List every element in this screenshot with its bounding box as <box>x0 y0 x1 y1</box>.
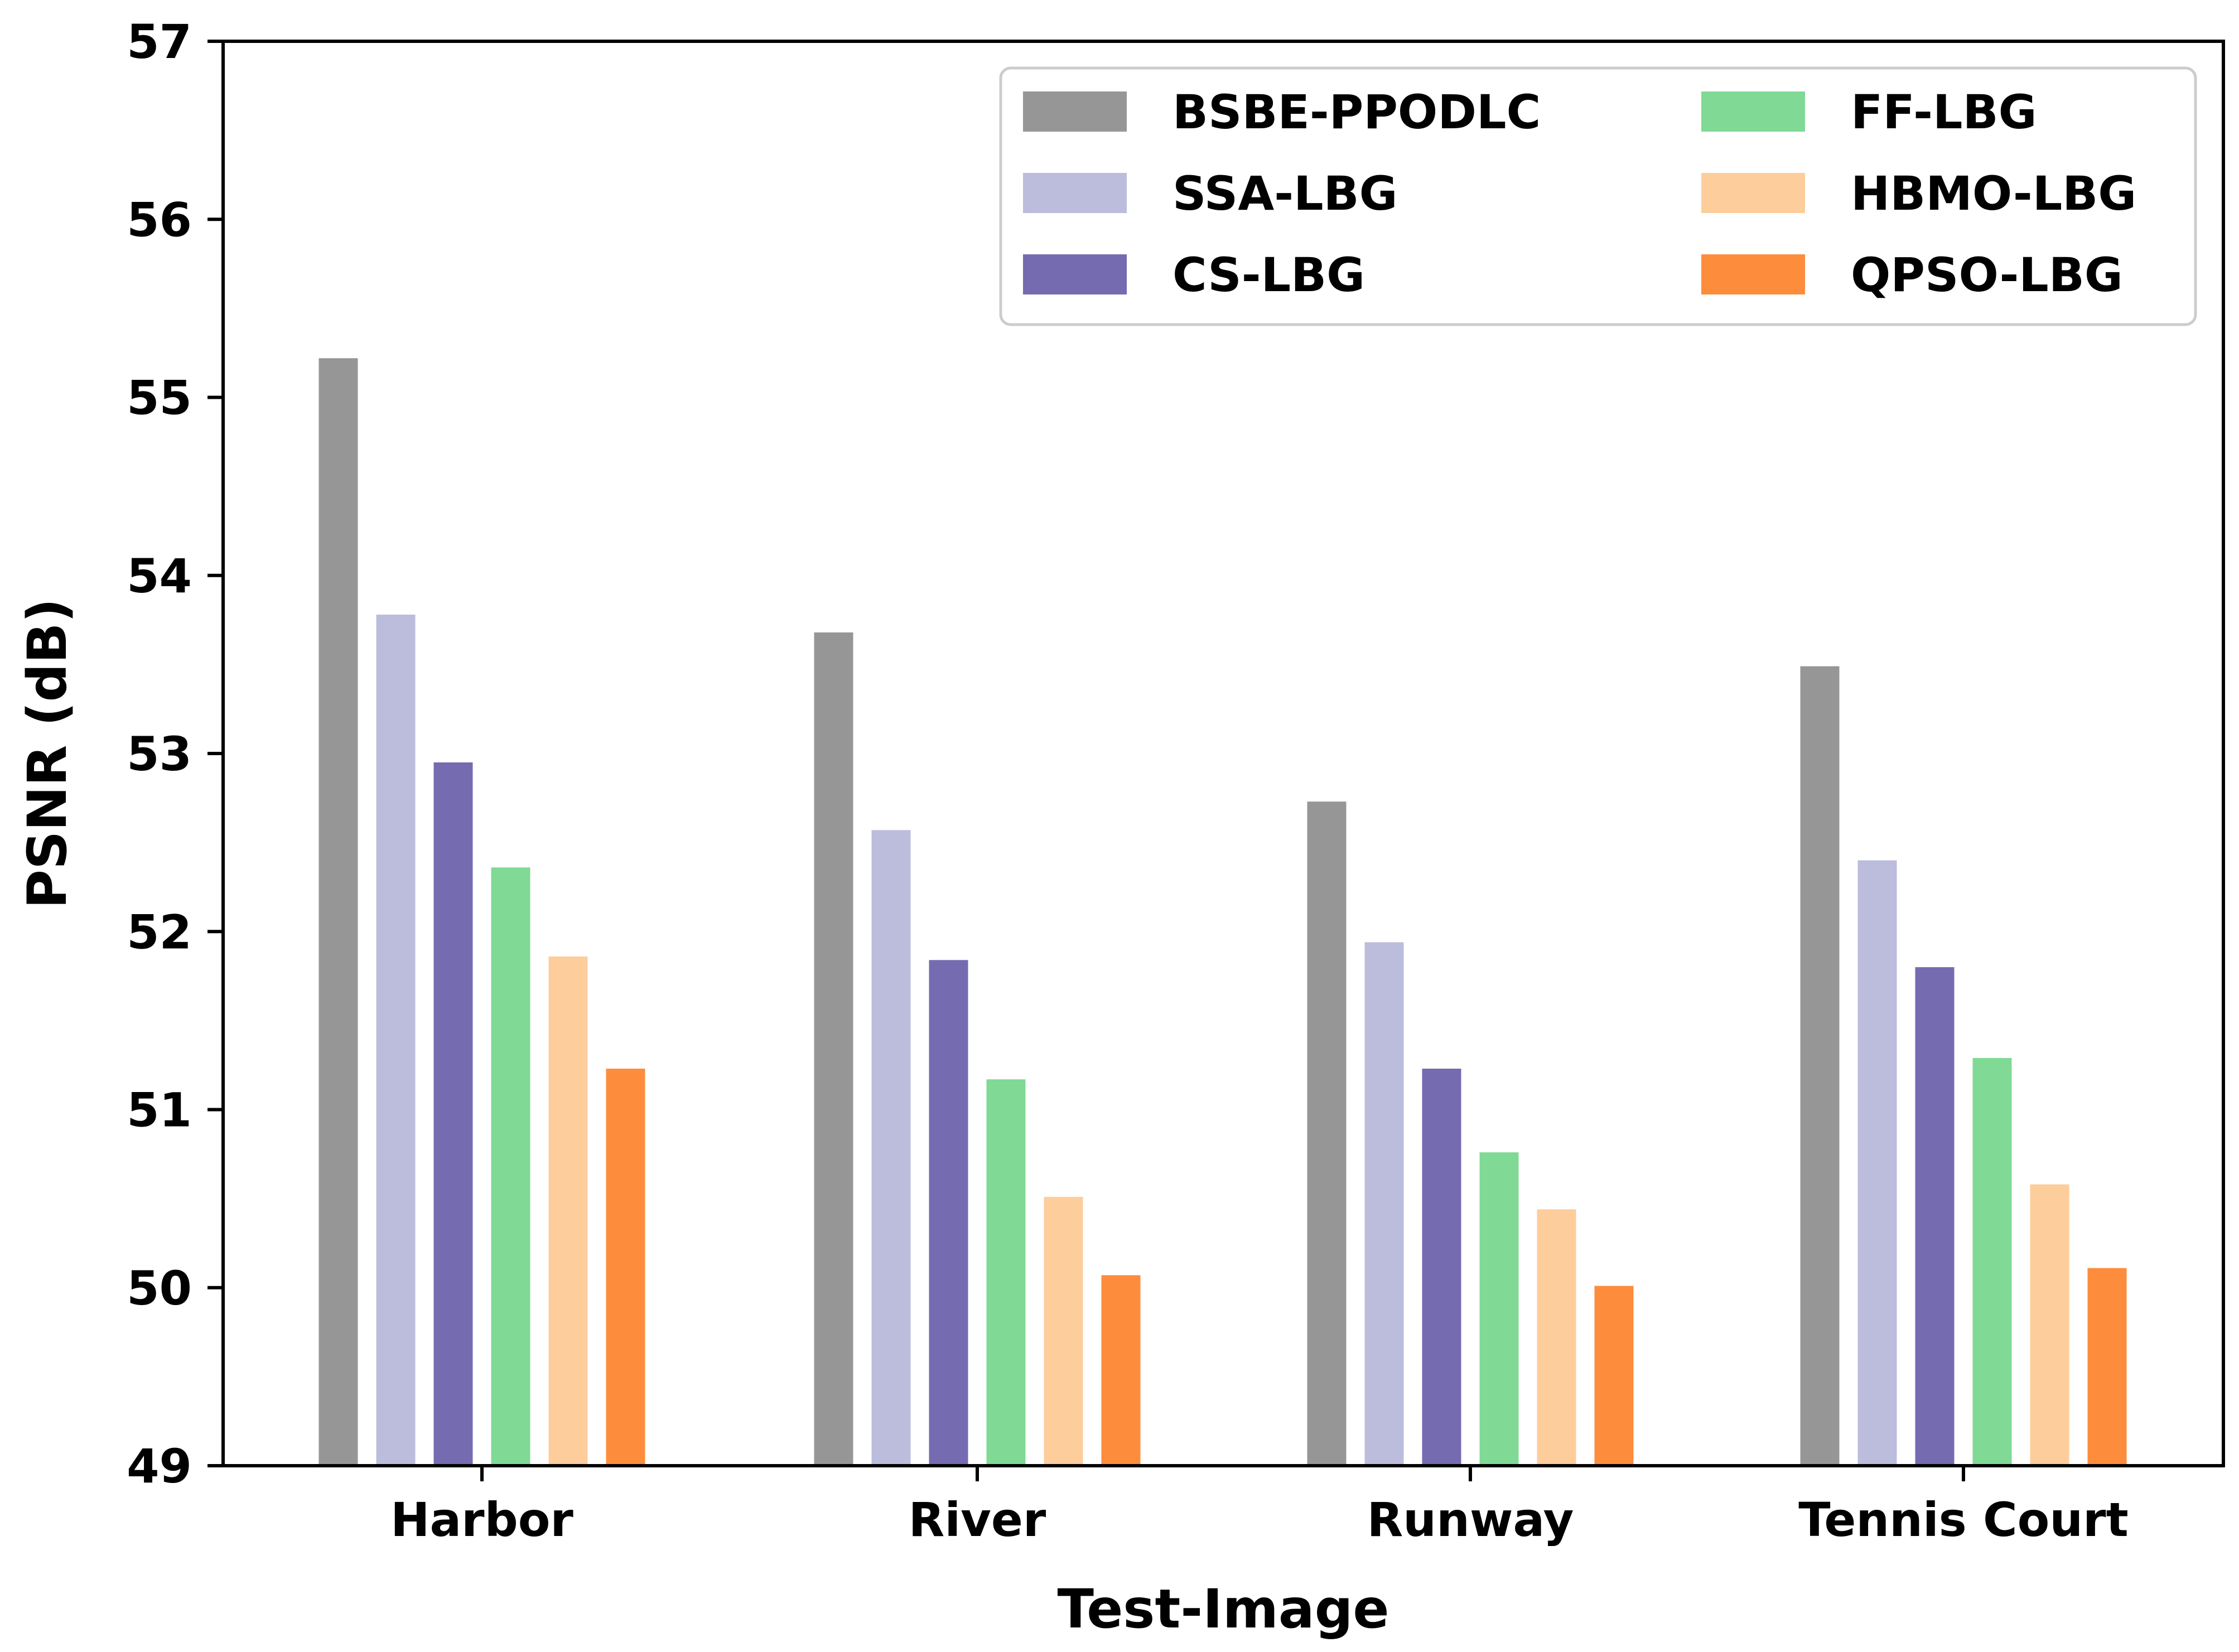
y-axis-title: PSNR (dB) <box>16 598 79 909</box>
legend-label: SSA-LBG <box>1172 166 1398 221</box>
y-tick-label: 53 <box>127 727 192 781</box>
legend-swatch-ff-lbg <box>1701 91 1805 132</box>
legend: BSBE-PPODLC SSA-LBG CS-LBG FF-LBG HBMO-LBG QP… <box>999 66 2197 326</box>
y-tick-label: 56 <box>127 192 192 247</box>
legend-label: FF-LBG <box>1851 85 2037 139</box>
bar-ff-lbg-runway <box>1479 1152 1519 1466</box>
legend-swatch-bsbe-ppodlc <box>1023 91 1127 132</box>
legend-swatch-ssa-lbg <box>1023 173 1127 213</box>
x-tick-label: Runway <box>1367 1492 1574 1547</box>
bar-bsbe-ppodlc-river <box>814 632 853 1466</box>
bar-ssa-lbg-harbor <box>376 614 416 1466</box>
bar-qpso-lbg-river <box>1101 1275 1141 1466</box>
legend-label: HBMO-LBG <box>1851 166 2136 221</box>
bar-ssa-lbg-tennis-court <box>1857 860 1897 1466</box>
bar-qpso-lbg-runway <box>1594 1286 1634 1466</box>
bars-group <box>319 358 2127 1466</box>
bar-hbmo-lbg-harbor <box>548 956 588 1466</box>
bar-cs-lbg-runway <box>1422 1069 1461 1466</box>
bar-qpso-lbg-tennis-court <box>2087 1268 2127 1466</box>
bar-hbmo-lbg-runway <box>1537 1209 1576 1466</box>
legend-swatch-cs-lbg <box>1023 254 1127 294</box>
bar-cs-lbg-river <box>929 960 968 1466</box>
bar-bsbe-ppodlc-harbor <box>319 358 358 1466</box>
x-axis: Harbor River Runway Tennis Court <box>390 1466 2129 1547</box>
bar-bsbe-ppodlc-runway <box>1307 801 1347 1466</box>
x-tick-label: River <box>909 1492 1046 1547</box>
legend-label: QPSO-LBG <box>1851 248 2123 302</box>
y-axis: 49 50 51 52 53 54 55 56 57 <box>127 15 223 1494</box>
y-tick-label: 52 <box>127 905 192 959</box>
legend-label: BSBE-PPODLC <box>1172 85 1541 139</box>
bar-cs-lbg-tennis-court <box>1915 967 1955 1466</box>
y-tick-label: 49 <box>127 1439 192 1494</box>
x-tick-label: Tennis Court <box>1798 1492 2129 1547</box>
x-tick-label: Harbor <box>390 1492 573 1547</box>
bar-qpso-lbg-harbor <box>606 1069 645 1466</box>
y-tick-label: 57 <box>127 15 192 69</box>
legend-label: CS-LBG <box>1172 248 1365 302</box>
bar-cs-lbg-harbor <box>433 762 473 1466</box>
bar-hbmo-lbg-river <box>1044 1196 1083 1466</box>
bar-ff-lbg-harbor <box>491 867 530 1466</box>
bar-hbmo-lbg-tennis-court <box>2030 1184 2069 1466</box>
x-axis-title: Test-Image <box>1057 1578 1389 1640</box>
y-tick-label: 54 <box>127 549 192 603</box>
legend-swatch-qpso-lbg <box>1701 254 1805 294</box>
y-tick-label: 51 <box>127 1083 192 1138</box>
legend-swatch-hbmo-lbg <box>1701 173 1805 213</box>
y-tick-label: 50 <box>127 1261 192 1316</box>
legend-frame <box>999 66 2197 326</box>
bar-ff-lbg-river <box>986 1079 1026 1466</box>
bar-bsbe-ppodlc-tennis-court <box>1800 666 1840 1466</box>
bar-ssa-lbg-river <box>871 830 911 1466</box>
bar-ssa-lbg-runway <box>1364 942 1404 1466</box>
bar-ff-lbg-tennis-court <box>1972 1057 2012 1466</box>
y-tick-label: 55 <box>127 371 192 426</box>
